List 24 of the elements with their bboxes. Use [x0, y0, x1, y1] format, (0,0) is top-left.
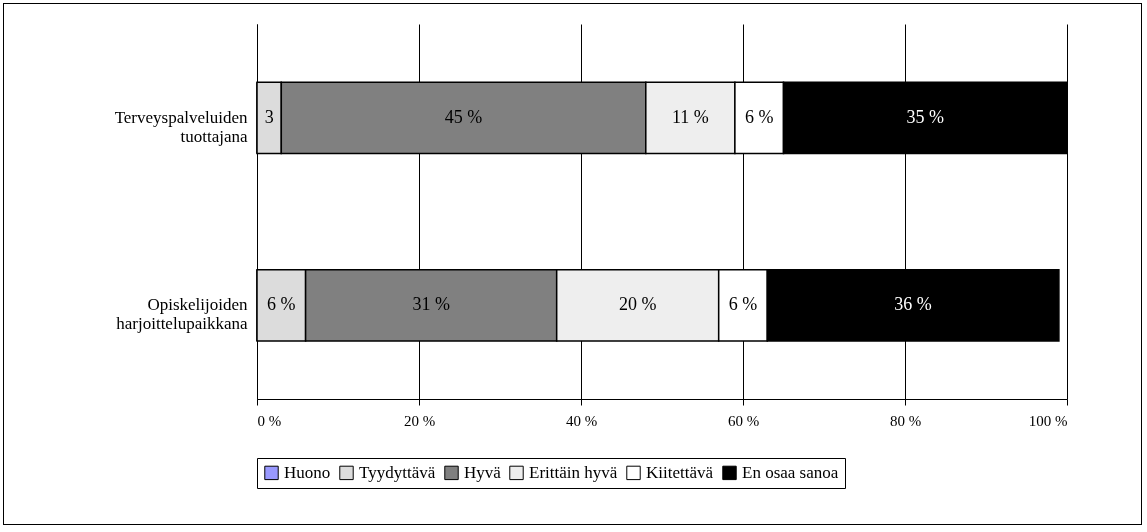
- legend-label: Hyvä: [464, 462, 502, 482]
- legend-label: Erittäin hyvä: [529, 462, 618, 482]
- data-label: 45 %: [444, 106, 483, 127]
- y-tick-label: Terveyspalveluiden tuottajana: [114, 107, 248, 146]
- data-label: 31 %: [412, 294, 450, 315]
- data-label: 36 %: [894, 294, 932, 315]
- data-label: 6 %: [728, 294, 758, 315]
- data-label: 3: [264, 106, 274, 127]
- data-label: 20 %: [618, 294, 657, 315]
- x-tick-label: 100 %: [1028, 412, 1068, 429]
- legend-label: Huono: [284, 462, 331, 482]
- x-tick-label: 40 %: [565, 412, 598, 429]
- legend-label: Kiitettävä: [646, 462, 714, 482]
- y-tick-label: Opiskelijoiden harjoittelupaikkana: [116, 295, 248, 334]
- legend-label: En osaa sanoa: [742, 462, 839, 482]
- data-label: 35 %: [906, 106, 944, 127]
- data-label: 11 %: [671, 106, 709, 127]
- x-tick-label: 20 %: [403, 412, 436, 429]
- x-tick-label: 0 %: [257, 412, 282, 429]
- x-tick-label: 80 %: [889, 412, 922, 429]
- legend-label: Tyydyttävä: [359, 462, 436, 482]
- data-label: 6 %: [744, 106, 774, 127]
- x-tick-label: 60 %: [727, 412, 760, 429]
- data-label: 6 %: [267, 294, 296, 315]
